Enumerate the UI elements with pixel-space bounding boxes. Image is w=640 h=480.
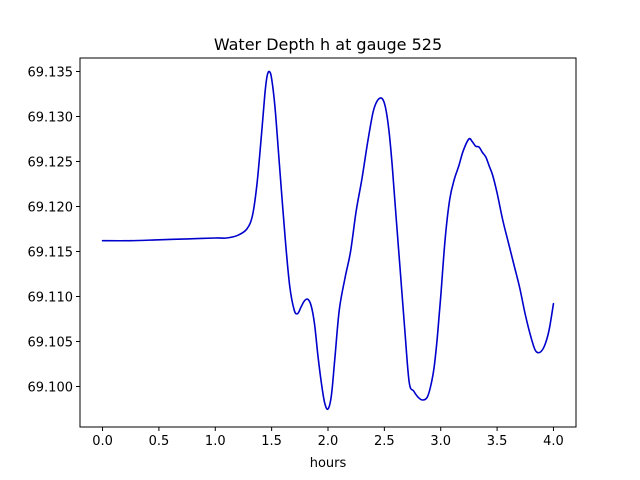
y-tick-label: 69.110 (28, 291, 74, 306)
x-tick-label: 3.0 (430, 434, 451, 449)
x-tick-label: 0.0 (92, 434, 113, 449)
y-tick-label: 69.105 (28, 336, 74, 351)
x-tick-label: 4.0 (543, 434, 564, 449)
y-tick-label: 69.100 (28, 381, 74, 396)
chart-title: Water Depth h at gauge 525 (214, 35, 442, 54)
x-tick-label: 2.0 (318, 434, 339, 449)
series-layer (101, 70, 555, 411)
x-axis-label: hours (310, 456, 347, 471)
x-tick-label: 1.5 (261, 434, 282, 449)
y-tick-label: 69.115 (28, 246, 74, 261)
x-tick-label: 3.5 (487, 434, 508, 449)
y-tick-label: 69.120 (28, 201, 74, 216)
plot-area-frame (79, 57, 577, 428)
x-tick-label: 2.5 (374, 434, 395, 449)
y-axis-ticks: 69.100 69.105 69.110 69.115 69.120 69.125 69.1… (28, 66, 80, 396)
y-tick-label: 69.130 (28, 111, 74, 126)
y-tick-label: 69.125 (28, 156, 74, 171)
x-tick-label: 1.0 (205, 434, 226, 449)
series-line-0 (101, 70, 555, 411)
y-tick-label: 69.135 (28, 66, 74, 81)
x-tick-label: 0.5 (149, 434, 170, 449)
x-axis-ticks: 0.0 0.5 1.0 1.5 2.0 2.5 3.0 3.5 4.0 (92, 427, 564, 449)
